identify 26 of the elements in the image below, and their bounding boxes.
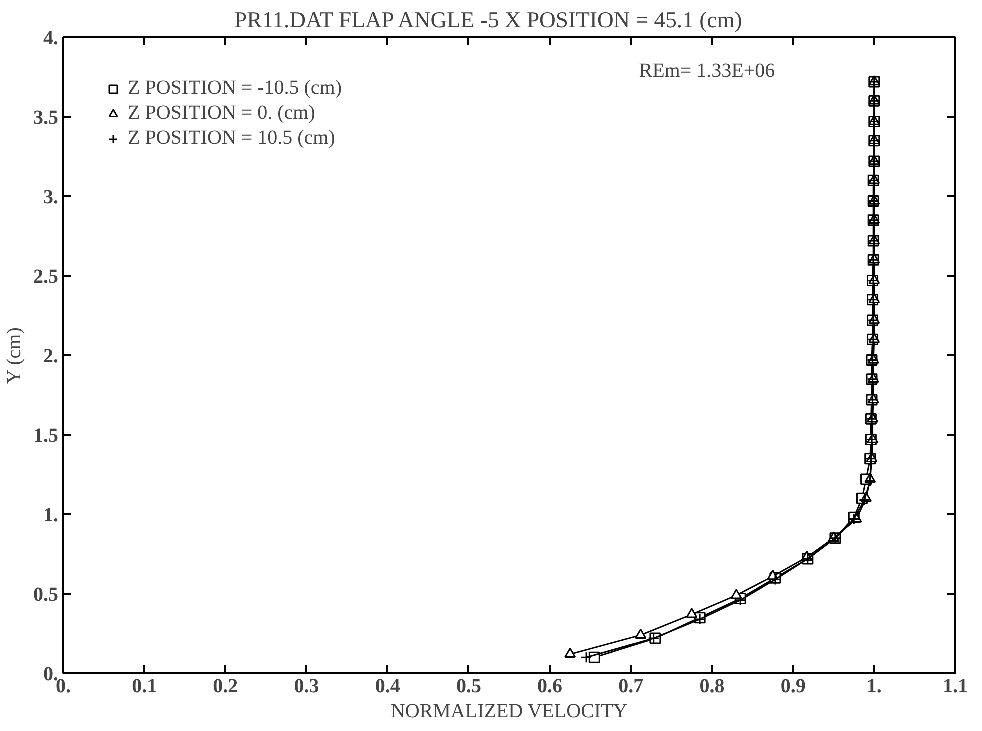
x-tick-label: 1.1 xyxy=(943,676,968,698)
x-axis-title: NORMALIZED VELOCITY xyxy=(390,700,628,722)
x-tick-label: 0.3 xyxy=(294,676,320,698)
x-tick-label: 0.9 xyxy=(780,676,806,698)
x-tick-label: 0.2 xyxy=(213,676,238,698)
x-tick-label: 0.1 xyxy=(132,676,158,698)
legend-label: Z POSITION = 0. (cm) xyxy=(128,102,316,125)
x-tick-label: 0.7 xyxy=(618,676,644,698)
y-tick-label: 1. xyxy=(44,504,58,526)
y-tick-label: 0.5 xyxy=(34,584,58,606)
y-tick-label: 1.5 xyxy=(34,425,58,447)
y-tick-label: 2. xyxy=(44,346,58,368)
x-tick-label: 1. xyxy=(866,676,882,698)
legend-label: Z POSITION = -10.5 (cm) xyxy=(128,77,342,100)
y-tick-label: 4. xyxy=(44,28,58,50)
x-tick-label: 0.5 xyxy=(456,676,482,698)
annotation: REm= 1.33E+06 xyxy=(639,60,776,82)
legend-label: Z POSITION = 10.5 (cm) xyxy=(128,127,336,150)
y-tick-label: 2.5 xyxy=(34,266,58,288)
y-axis-title: Y (cm) xyxy=(4,328,26,384)
x-tick-label: 0.4 xyxy=(375,676,400,698)
y-tick-label: 3. xyxy=(44,186,58,208)
y-tick-label: 3.5 xyxy=(34,107,58,129)
x-tick-label: 0.6 xyxy=(538,676,563,698)
chart-title: PR11.DAT FLAP ANGLE -5 X POSITION = 45.1 (cm) xyxy=(234,8,742,32)
x-tick-label: 0.8 xyxy=(700,676,725,698)
